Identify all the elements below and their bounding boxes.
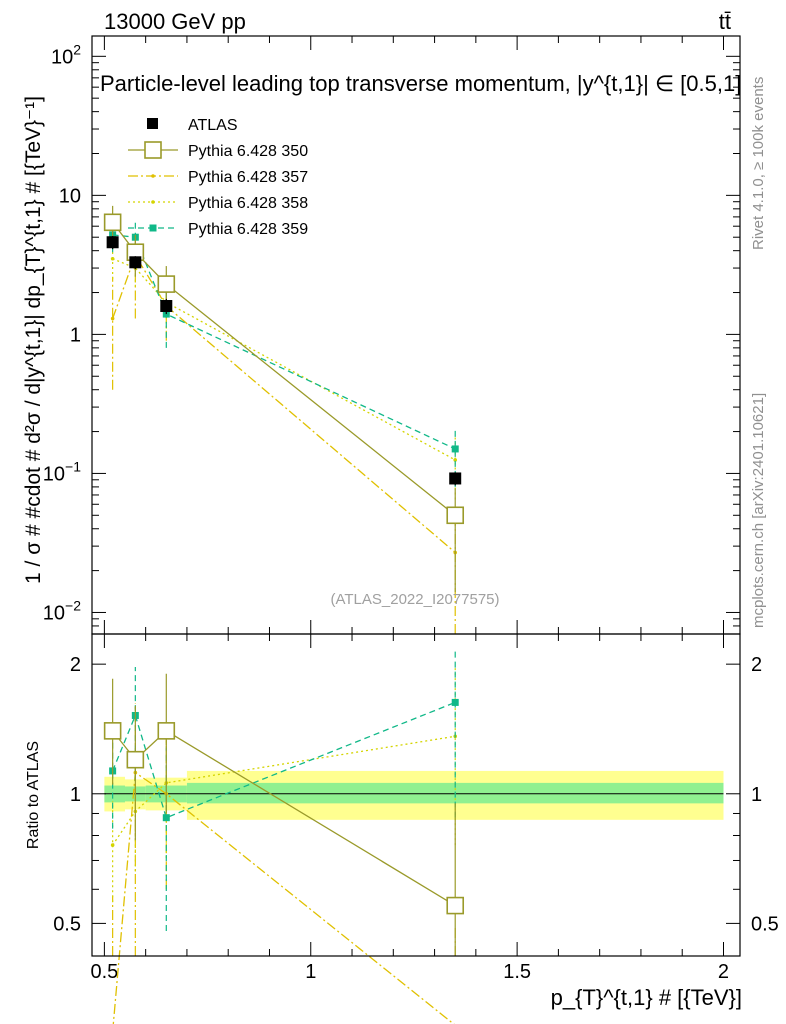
p358-marker: [110, 256, 115, 261]
main-series: [103, 205, 465, 634]
p350-marker: [157, 275, 176, 293]
series-line-p357: [112, 771, 455, 1024]
ratio-frame: [91, 633, 741, 957]
x-axis-label: p_{T}^{t,1} # [{TeV}]: [551, 985, 742, 1010]
series-p350: [103, 205, 465, 593]
p350-marker: [144, 141, 162, 159]
main-y-tick-label: 10−1: [43, 458, 81, 485]
series-line-p350: [112, 730, 456, 907]
legend-label: Pythia 6.428 350: [188, 143, 308, 160]
ratio-y-tick-label: 2: [70, 654, 81, 676]
p358-marker: [453, 458, 458, 462]
main-y-tick-label: 10−2: [43, 597, 81, 624]
main-title: Particle-level leading top transverse mo…: [100, 71, 741, 96]
legend-item-data: ATLAS: [147, 117, 238, 134]
main-y-label: 1 / σ # #cdot # d²σ / d|y^{t,1}| dp_{T}^…: [22, 96, 45, 584]
legend-item-p359: Pythia 6.428 359: [128, 221, 308, 238]
energy-label: 13000 GeV pp: [104, 9, 246, 34]
mcplots-label: mcplots.cern.ch [arXiv:2401.10621]: [750, 393, 767, 628]
x-tick-label: 1: [305, 961, 316, 983]
series-line-p359: [112, 701, 456, 819]
ratio-y-tick-label-right: 2: [751, 654, 762, 676]
legend-label: Pythia 6.428 357: [188, 169, 308, 186]
series-line-p350: [112, 221, 456, 516]
ratio-x-ticks: 0.5 1 1.5 2: [90, 634, 729, 983]
legend-item-p357: Pythia 6.428 357: [128, 169, 308, 186]
ratio-y-tick-label: 0.5: [53, 913, 81, 935]
p357-marker: [110, 316, 115, 321]
x-tick-label: 0.5: [90, 961, 118, 983]
p359-marker: [451, 445, 459, 453]
p359-marker: [149, 224, 157, 232]
p359-marker: [162, 814, 170, 822]
p358-marker: [110, 843, 115, 847]
watermark: (ATLAS_2022_I2077575): [330, 591, 499, 608]
legend: ATLAS Pythia 6.428 350 Pythia 6.428 357 Pyt…: [128, 117, 308, 238]
legend-item-p358: Pythia 6.428 358: [128, 195, 308, 212]
x-tick-label: 1.5: [503, 961, 531, 983]
x-tick-label: 2: [718, 961, 729, 983]
p358-marker: [151, 200, 155, 204]
ratio-bands: [104, 770, 724, 820]
main-y-tick-label: 1: [70, 324, 81, 346]
main-panel: 102 10 1 10−1 10−2 Particle-level leading to…: [22, 35, 741, 635]
main-y-tick-label: 102: [51, 41, 81, 68]
series-line-p358: [112, 735, 456, 846]
legend-item-p350: Pythia 6.428 350: [128, 141, 308, 160]
process-label: tt̄: [719, 9, 731, 34]
data-point: [160, 300, 173, 313]
p350-marker: [446, 896, 465, 915]
main-x-ticks: [103, 36, 724, 634]
ratio-y-tick-label-right: 1: [751, 784, 762, 806]
data-point: [129, 256, 142, 269]
ratio-y-tick-label: 1: [70, 784, 81, 806]
ratio-y-ticks: 2 2 1 1 0.5 0.5: [53, 654, 779, 935]
p357-marker: [151, 174, 155, 178]
legend-label: Pythia 6.428 359: [188, 221, 308, 238]
ratio-y-tick-label-right: 0.5: [751, 913, 779, 935]
ratio-panel: 2 2 1 1 0.5 0.5 0.5 1 1.5 2 Ratio to ATLAS p_{T}…: [25, 633, 779, 1024]
main-y-ticks: 102 10 1 10−1 10−2: [43, 41, 740, 635]
series-line-p359: [112, 234, 456, 450]
data-point: [449, 472, 462, 485]
p350-marker: [103, 722, 122, 740]
series-p350: [103, 673, 465, 956]
rivet-label: Rivet 4.1.0, ≥ 100k events: [750, 77, 767, 250]
p350-marker: [103, 213, 122, 232]
legend-marker: [147, 118, 158, 129]
series-data: [106, 236, 462, 486]
series-line-p357: [112, 253, 456, 553]
p350-marker: [446, 506, 465, 525]
legend-label: ATLAS: [188, 117, 238, 134]
ratio-series: [103, 648, 465, 1024]
main-y-tick-label: 10: [59, 185, 81, 207]
p350-marker: [126, 750, 145, 769]
ratio-y-label: Ratio to ATLAS: [25, 741, 42, 849]
p359-marker: [451, 698, 459, 706]
data-point: [106, 236, 119, 249]
legend-label: Pythia 6.428 358: [188, 195, 308, 212]
p350-marker: [157, 722, 176, 740]
